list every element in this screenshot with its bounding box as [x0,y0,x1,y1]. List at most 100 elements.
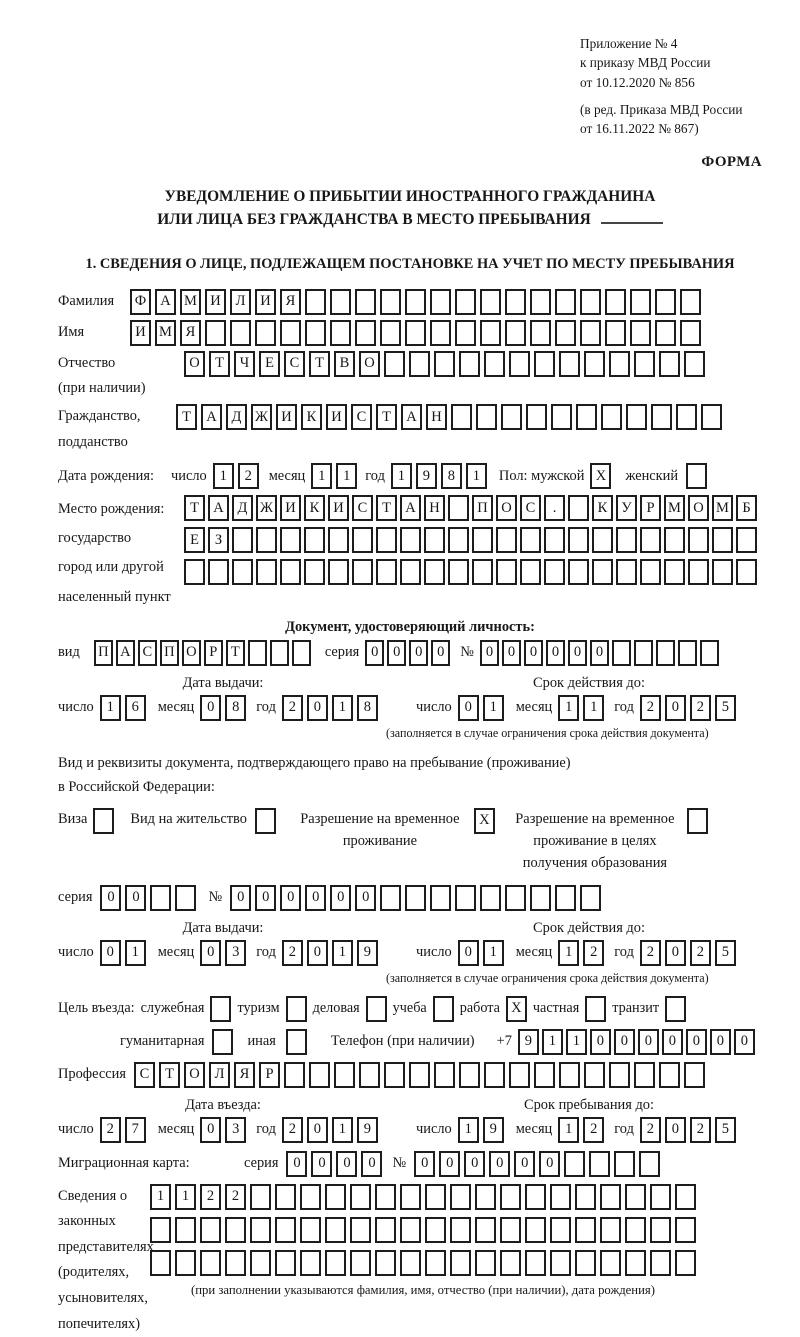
form-cell: Р [203,639,223,666]
form-cell: М [155,319,176,346]
form-cell: 2 [99,1116,121,1143]
field-entry-purpose: Цель въезда: служебная туризм деловая уч… [58,995,762,1022]
form-cell: Д [226,404,247,431]
form-cell [568,559,589,586]
number-label: № [392,1155,407,1172]
form-cell: 0 [664,1116,686,1143]
form-cell [555,884,577,911]
form-cell: Я [280,288,301,315]
form-cell [475,1216,496,1243]
year-label: год [614,944,634,961]
form-cell: И [130,319,151,346]
purpose-study-checkbox [432,995,454,1022]
form-cell: 0 [685,1028,707,1055]
option-temp-residence: Разрешение на временное проживание X [292,807,495,853]
form-cell: 0 [365,639,385,666]
form-cell [305,319,326,346]
form-cell: 0 [409,639,429,666]
form-cell: И [280,495,301,522]
form-cell: О [181,639,201,666]
form-cell: А [401,404,422,431]
form-cell [640,527,661,554]
form-cell: 0 [733,1028,755,1055]
form-cell [212,1028,234,1055]
form-cell: 0 [305,884,327,911]
form-cell: 1 [331,939,353,966]
form-cell [225,1216,246,1243]
month-label: месяц [515,699,553,716]
purpose-study-label: учеба [392,1000,427,1017]
form-cell: К [304,495,325,522]
form-cell [450,1216,471,1243]
form-cell: Т [159,1061,180,1088]
form-cell [600,1216,621,1243]
form-cell [605,288,626,315]
month-label: месяц [515,1121,553,1138]
form-cell: А [208,495,229,522]
form-cell [300,1183,321,1210]
form-cell [675,1183,696,1210]
day-label: число [416,1121,452,1138]
form-cell: П [472,495,493,522]
form-cell [305,288,326,315]
purpose-work-label: работа [459,1000,500,1017]
form-cell: 2 [281,694,303,721]
form-cell: 1 [175,1183,196,1210]
form-cell: 9 [356,1116,378,1143]
form-cell: А [115,639,135,666]
form-cell [500,1249,521,1276]
form-cell: Л [230,288,251,315]
form-cell [550,1249,571,1276]
form-cell: С [520,495,541,522]
form-cell: 0 [200,939,222,966]
form-cell [300,1216,321,1243]
purpose-tourism-checkbox [285,995,307,1022]
form-cell [680,288,701,315]
form-cell [175,1249,196,1276]
form-cell [651,404,672,431]
form-cell [592,559,613,586]
form-cell [450,1249,471,1276]
form-cell [736,527,757,554]
law-ref-line: от 10.12.2020 № 856 [580,74,695,90]
form-cell [476,404,497,431]
day-label: число [416,944,452,961]
form-cell [612,639,632,666]
purpose-private-checkbox [585,995,607,1022]
form-cell: Е [259,350,280,377]
form-cell: 0 [336,1150,358,1177]
form-cell [616,527,637,554]
form-cell [330,319,351,346]
purpose-business-checkbox [210,995,232,1022]
form-cell: И [328,495,349,522]
form-cell [304,559,325,586]
citizenship-label: Гражданство, подданство [58,408,141,451]
form-cell [525,1183,546,1210]
form-cell [448,495,469,522]
form-cell [480,288,501,315]
form-cell [678,639,698,666]
form-cell: П [159,639,179,666]
form-cell [205,319,226,346]
form-cell: 0 [539,1150,561,1177]
form-cell: 0 [200,694,222,721]
page-title: УВЕДОМЛЕНИЕ О ПРИБЫТИИ ИНОСТРАННОГО ГРАЖ… [58,185,762,231]
form-cell [208,559,229,586]
form-cell: В [334,350,355,377]
form-cell: 1 [482,939,504,966]
form-cell [384,350,405,377]
form-cell: X [590,463,612,490]
form-cell: 9 [356,939,378,966]
form-cell: Н [426,404,447,431]
law-ref-edition-line: от 16.11.2022 № 867) [580,121,699,137]
